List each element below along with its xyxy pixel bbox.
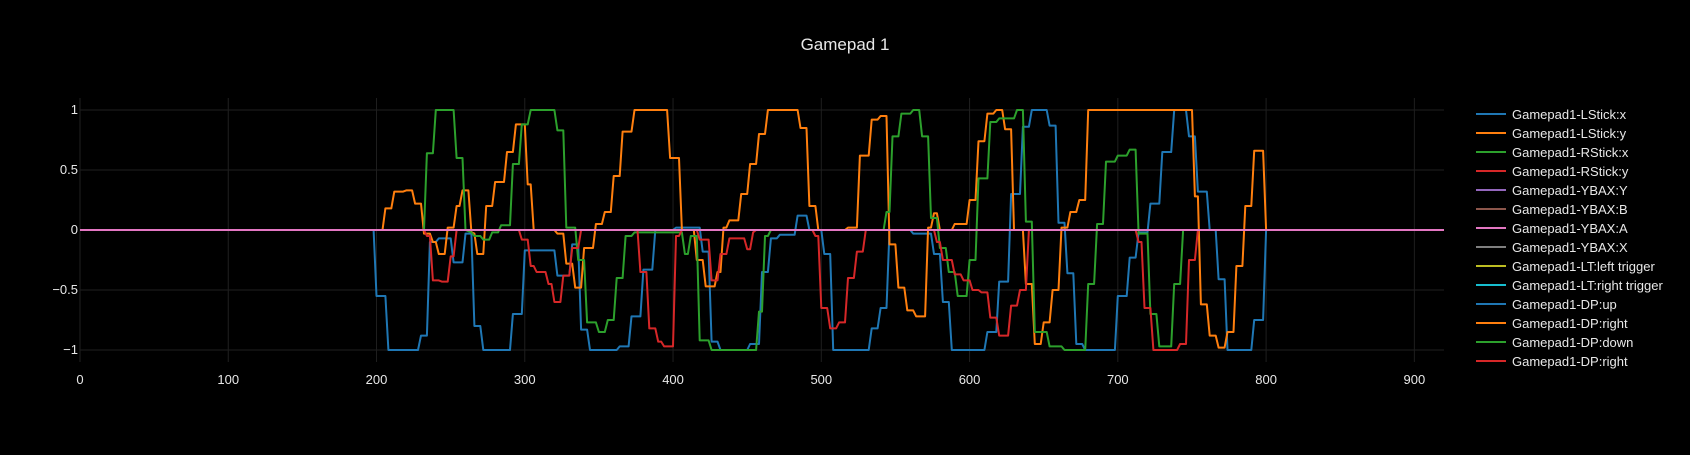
legend-item[interactable]: Gamepad1-LStick:y [1476, 126, 1627, 141]
legend-item[interactable]: Gamepad1-LT:left trigger [1476, 259, 1655, 274]
legend-label: Gamepad1-RStick:x [1512, 145, 1629, 160]
legend-item[interactable]: Gamepad1-RStick:x [1476, 145, 1629, 160]
y-tick-label: 0 [71, 222, 78, 237]
legend-label: Gamepad1-YBAX:A [1512, 221, 1628, 236]
axis-ticks: 0 100 200 300 400 500 600 700 800 900 1 0.5 0 −0.5 −1 [52, 102, 1425, 387]
y-tick-label: −1 [63, 342, 78, 357]
x-tick-label: 500 [810, 372, 832, 387]
legend-item[interactable]: Gamepad1-LT:right trigger [1476, 278, 1663, 293]
y-tick-label: −0.5 [52, 282, 78, 297]
chart-title: Gamepad 1 [801, 35, 890, 54]
legend-label: Gamepad1-DP:right [1512, 316, 1628, 331]
legend-item[interactable]: Gamepad1-DP:right [1476, 316, 1628, 331]
legend-label: Gamepad1-YBAX:Y [1512, 183, 1628, 198]
legend-item[interactable]: Gamepad1-RStick:y [1476, 164, 1629, 179]
x-tick-label: 700 [1107, 372, 1129, 387]
legend-label: Gamepad1-LT:right trigger [1512, 278, 1663, 293]
x-tick-label: 300 [514, 372, 536, 387]
series-line-0[interactable] [80, 109, 1444, 351]
legend-label: Gamepad1-DP:up [1512, 297, 1617, 312]
x-tick-label: 600 [959, 372, 981, 387]
series-lines[interactable] [80, 109, 1444, 351]
legend-item[interactable]: Gamepad1-YBAX:X [1476, 240, 1628, 255]
legend-item[interactable]: Gamepad1-DP:down [1476, 335, 1633, 350]
legend-item[interactable]: Gamepad1-YBAX:B [1476, 202, 1628, 217]
legend-item[interactable]: Gamepad1-LStick:x [1476, 107, 1627, 122]
x-tick-label: 400 [662, 372, 684, 387]
legend-label: Gamepad1-LStick:x [1512, 107, 1627, 122]
legend-label: Gamepad1-DP:down [1512, 335, 1633, 350]
legend-item[interactable]: Gamepad1-DP:up [1476, 297, 1617, 312]
legend[interactable]: Gamepad1-LStick:x Gamepad1-LStick:y Gamepa… [1476, 107, 1663, 369]
series-line-3[interactable] [80, 229, 1444, 351]
y-tick-label: 1 [71, 102, 78, 117]
legend-item[interactable]: Gamepad1-YBAX:A [1476, 221, 1628, 236]
legend-item[interactable]: Gamepad1-YBAX:Y [1476, 183, 1628, 198]
legend-label: Gamepad1-YBAX:X [1512, 240, 1628, 255]
legend-label: Gamepad1-YBAX:B [1512, 202, 1628, 217]
legend-item[interactable]: Gamepad1-DP:right [1476, 354, 1628, 369]
legend-label: Gamepad1-DP:right [1512, 354, 1628, 369]
legend-label: Gamepad1-LT:left trigger [1512, 259, 1655, 274]
x-tick-label: 900 [1403, 372, 1425, 387]
x-tick-label: 200 [366, 372, 388, 387]
legend-label: Gamepad1-LStick:y [1512, 126, 1627, 141]
x-tick-label: 100 [217, 372, 239, 387]
y-tick-label: 0.5 [60, 162, 78, 177]
x-tick-label: 800 [1255, 372, 1277, 387]
x-tick-label: 0 [76, 372, 83, 387]
series-line-2[interactable] [80, 109, 1444, 351]
legend-label: Gamepad1-RStick:y [1512, 164, 1629, 179]
